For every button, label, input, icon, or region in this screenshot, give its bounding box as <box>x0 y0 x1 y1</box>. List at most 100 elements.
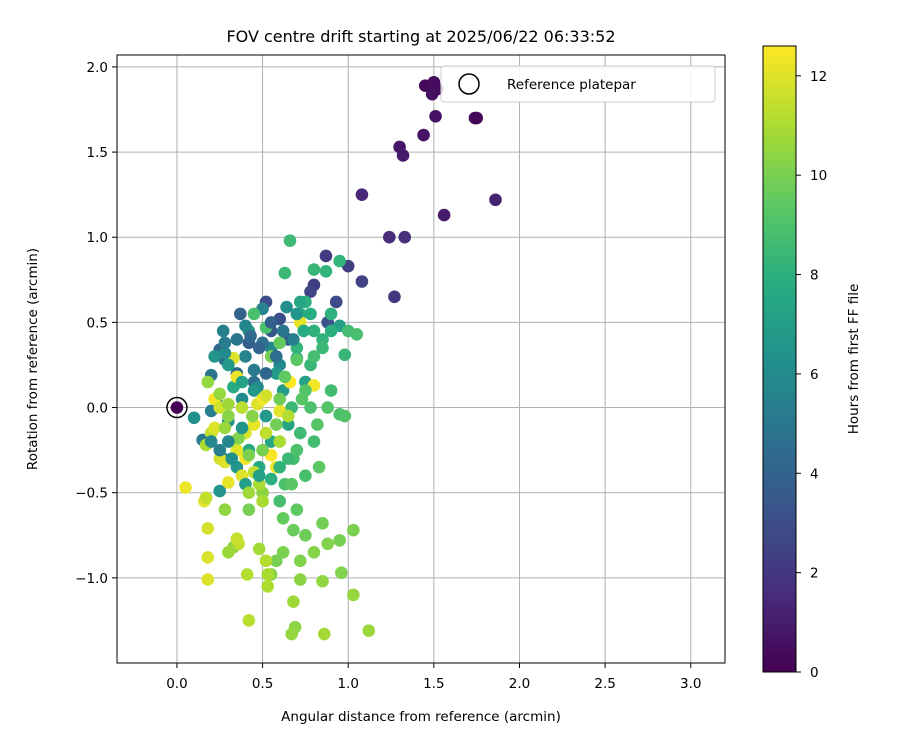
data-point <box>252 341 266 355</box>
data-point <box>293 573 307 586</box>
data-point <box>213 443 227 457</box>
data-point <box>396 149 410 162</box>
x-axis-ticks: 0.0 0.5 1.0 1.5 2.0 2.5 3.0 <box>166 663 701 692</box>
data-point <box>199 491 213 505</box>
y-tick-label: −1.0 <box>75 571 108 587</box>
data-point <box>489 193 502 207</box>
y-tick-label: 2.0 <box>87 60 108 76</box>
colorbar-tick-label: 4 <box>810 466 819 482</box>
colorbar-tick-label: 12 <box>810 69 827 85</box>
data-point <box>187 411 201 425</box>
data-point <box>259 426 273 440</box>
data-point <box>201 551 215 564</box>
data-point <box>316 517 329 530</box>
data-point <box>281 409 295 423</box>
data-point <box>170 401 184 414</box>
data-point <box>222 435 235 448</box>
data-point <box>280 300 293 314</box>
data-point <box>252 469 266 482</box>
data-point <box>222 409 235 423</box>
colorbar: 0 2 4 6 8 10 12 Hours from first FF file <box>762 45 862 681</box>
data-point <box>362 624 376 637</box>
data-point <box>319 249 333 263</box>
data-point <box>290 353 304 367</box>
chart-title: FOV centre drift starting at 2025/06/22 … <box>226 27 615 46</box>
data-point <box>230 333 244 346</box>
data-point <box>333 534 346 547</box>
reference-marker <box>166 396 188 419</box>
grid <box>117 55 725 663</box>
data-point <box>213 387 227 401</box>
data-point <box>213 484 227 498</box>
data-point <box>290 443 304 457</box>
data-point <box>355 188 369 201</box>
data-point <box>290 307 304 321</box>
data-point <box>338 348 352 362</box>
data-point <box>347 523 360 537</box>
data-point <box>259 554 273 568</box>
x-tick-label: 2.0 <box>509 676 530 692</box>
data-point <box>179 481 192 494</box>
data-point <box>218 346 232 360</box>
colorbar-tick-label: 0 <box>810 665 819 681</box>
data-points <box>166 75 502 641</box>
data-point <box>256 494 269 508</box>
legend-label: Reference platepar <box>507 77 636 93</box>
data-point <box>273 336 287 350</box>
y-tick-label: −0.5 <box>75 486 108 502</box>
colorbar-tick-label: 10 <box>810 168 827 184</box>
x-tick-label: 1.5 <box>423 676 444 692</box>
y-tick-label: 1.0 <box>87 230 108 246</box>
data-point <box>256 443 269 457</box>
data-point <box>278 266 292 280</box>
y-axis-label: Rotation from reference (arcmin) <box>25 248 41 470</box>
data-point <box>285 477 298 491</box>
data-point <box>235 421 249 435</box>
legend: Reference platepar <box>440 65 716 103</box>
data-point <box>264 316 278 329</box>
colorbar-label: Hours from first FF file <box>846 284 862 435</box>
data-point <box>269 554 283 568</box>
data-point <box>316 574 329 588</box>
data-point <box>259 409 273 423</box>
data-point <box>216 324 230 338</box>
data-point <box>287 523 300 537</box>
data-point <box>222 545 235 559</box>
data-point <box>252 542 266 556</box>
data-point <box>239 350 252 363</box>
data-point <box>269 418 283 431</box>
data-point <box>324 324 338 338</box>
data-point <box>287 595 300 608</box>
data-point <box>429 110 442 123</box>
data-point <box>222 358 235 372</box>
x-tick-label: 0.0 <box>166 676 187 692</box>
x-tick-label: 2.5 <box>594 676 615 692</box>
data-point <box>273 435 287 448</box>
data-point <box>338 409 352 423</box>
data-point <box>285 627 298 641</box>
data-point <box>304 401 317 414</box>
data-point <box>273 460 287 474</box>
data-point <box>281 452 295 465</box>
data-point <box>295 392 309 406</box>
y-axis-ticks: −1.0 −0.5 0.0 0.5 1.0 1.5 2.0 <box>75 60 117 587</box>
data-point <box>242 448 256 462</box>
data-point <box>350 328 364 341</box>
data-point <box>234 307 247 321</box>
data-point <box>247 384 261 397</box>
data-point <box>290 503 304 517</box>
data-point <box>208 350 221 363</box>
x-tick-label: 0.5 <box>252 676 273 692</box>
y-tick-label: 1.5 <box>87 145 108 161</box>
data-point <box>273 392 287 406</box>
colorbar-tick-label: 6 <box>810 367 819 383</box>
data-point <box>204 435 218 448</box>
data-point <box>312 460 326 474</box>
data-point <box>293 295 307 309</box>
data-point <box>222 476 235 489</box>
data-point <box>383 230 396 244</box>
data-point <box>347 588 360 602</box>
data-point <box>276 511 290 525</box>
data-point <box>201 522 215 535</box>
data-point <box>244 329 257 343</box>
